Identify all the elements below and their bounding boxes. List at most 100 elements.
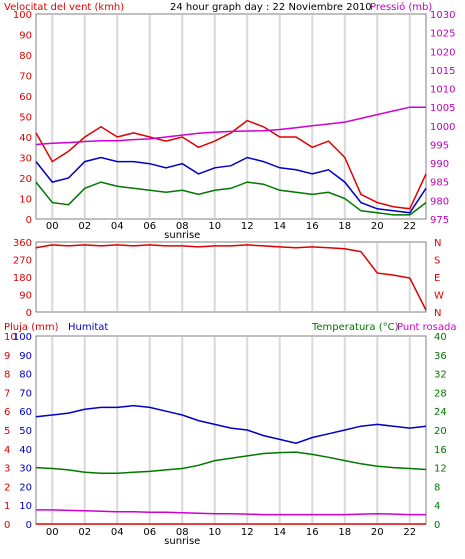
wind-speed-label: Velocitat del vent (kmh)	[4, 2, 124, 13]
direction-tick: 270	[13, 256, 32, 267]
direction-letter: N	[434, 238, 441, 249]
temperature-tick: 36	[434, 351, 447, 362]
humidity-tick: 90	[19, 351, 32, 362]
humidity-tick: 40	[19, 445, 32, 456]
humidity-tick: 80	[19, 370, 32, 381]
time-tick: 10	[208, 527, 221, 538]
rain-tick: 3	[4, 464, 10, 475]
rain-tick: 5	[4, 426, 10, 437]
panel-1-frame	[35, 13, 427, 220]
rain-tick: 0	[4, 520, 10, 531]
time-tick: 18	[338, 527, 351, 538]
panel-3-frame	[35, 335, 427, 525]
sunrise-label: sunrise	[164, 536, 200, 547]
panel-1-series-3	[35, 106, 426, 146]
temperature-tick: 28	[434, 388, 447, 399]
direction-tick: 0	[26, 308, 32, 319]
temperature-tick: 24	[434, 407, 447, 418]
rain-tick: 6	[4, 407, 10, 418]
temperature-tick: 12	[434, 464, 447, 475]
temperature-tick: 0	[434, 520, 440, 531]
wind-speed-tick: 70	[19, 72, 32, 83]
pressure-tick: 975	[430, 215, 449, 226]
direction-tick: 180	[13, 273, 32, 284]
time-tick: 14	[273, 221, 286, 232]
pressure-tick: 980	[430, 196, 449, 207]
direction-tick: 90	[19, 291, 32, 302]
rain-tick: 8	[4, 370, 10, 381]
wind-speed-tick: 30	[19, 154, 32, 165]
wind-speed-tick: 100	[13, 10, 32, 21]
pressure-tick: 990	[430, 159, 449, 170]
wind-speed-tick: 40	[19, 133, 32, 144]
humidity-tick: 30	[19, 464, 32, 475]
panel-1-series-2	[35, 181, 427, 216]
direction-letter: S	[434, 256, 440, 267]
time-tick: 14	[273, 527, 286, 538]
wind-speed-tick: 80	[19, 51, 32, 62]
pressure-tick: 1000	[430, 122, 455, 133]
temperature-tick: 32	[434, 370, 447, 381]
time-tick: 18	[338, 221, 351, 232]
temperature-tick: 40	[434, 332, 447, 343]
panel-3-series-0	[35, 404, 427, 444]
direction-tick: 360	[13, 238, 32, 249]
time-tick: 06	[143, 527, 156, 538]
humidity-tick: 10	[19, 501, 32, 512]
time-tick: 20	[371, 221, 384, 232]
wind-speed-tick: 60	[19, 92, 32, 103]
time-tick: 20	[371, 527, 384, 538]
time-tick: 00	[46, 527, 59, 538]
pressure-tick: 1030	[430, 10, 455, 21]
humidity-tick: 60	[19, 407, 32, 418]
time-tick: 10	[208, 221, 221, 232]
graph-day-title: 24 hour graph day : 22 Noviembre 2010	[170, 2, 372, 13]
rain-label: Pluja (mm)	[4, 322, 59, 333]
wind-speed-tick: 0	[26, 215, 32, 226]
time-tick: 02	[78, 527, 91, 538]
time-tick: 12	[241, 527, 254, 538]
panel-1-series-0	[35, 119, 427, 210]
rain-tick: 9	[4, 351, 10, 362]
humidity-tick: 20	[19, 482, 32, 493]
humidity-label: Humitat	[68, 322, 108, 333]
time-tick: 16	[306, 221, 319, 232]
dew-point-label: Punt rosada	[397, 322, 456, 333]
pressure-label: Pressió (mb)	[370, 1, 432, 13]
humidity-tick: 50	[19, 426, 32, 437]
panel-2-frame	[35, 241, 427, 313]
time-tick: 06	[143, 221, 156, 232]
humidity-tick: 70	[19, 388, 32, 399]
time-tick: 00	[46, 221, 59, 232]
wind-speed-tick: 50	[19, 113, 32, 124]
panel-3-series-1	[35, 451, 427, 474]
panel-1-series-1	[35, 156, 427, 214]
time-tick: 22	[403, 221, 416, 232]
pressure-tick: 995	[430, 140, 449, 151]
wind-speed-tick: 20	[19, 174, 32, 185]
sunrise-label: sunrise	[164, 230, 200, 241]
temperature-label: Temperatura (°C)	[311, 322, 399, 333]
wind-speed-tick: 90	[19, 31, 32, 42]
time-tick: 16	[306, 527, 319, 538]
pressure-tick: 1005	[430, 103, 455, 114]
time-tick: 08	[176, 527, 189, 538]
time-tick: 04	[111, 221, 124, 232]
rain-tick: 10	[4, 332, 17, 343]
humidity-tick: 100	[13, 332, 32, 343]
time-tick: 02	[78, 221, 91, 232]
rain-tick: 2	[4, 482, 10, 493]
time-tick: 08	[176, 221, 189, 232]
temperature-tick: 16	[434, 445, 447, 456]
humidity-tick: 0	[26, 520, 32, 531]
panel-3-series-2	[36, 509, 426, 516]
wind-speed-tick: 10	[19, 195, 32, 206]
pressure-tick: 1010	[430, 85, 455, 96]
direction-letter: E	[434, 273, 440, 284]
temperature-tick: 20	[434, 426, 447, 437]
rain-tick: 7	[4, 388, 10, 399]
temperature-tick: 8	[434, 482, 440, 493]
temperature-tick: 4	[434, 501, 440, 512]
direction-letter: W	[434, 291, 444, 302]
